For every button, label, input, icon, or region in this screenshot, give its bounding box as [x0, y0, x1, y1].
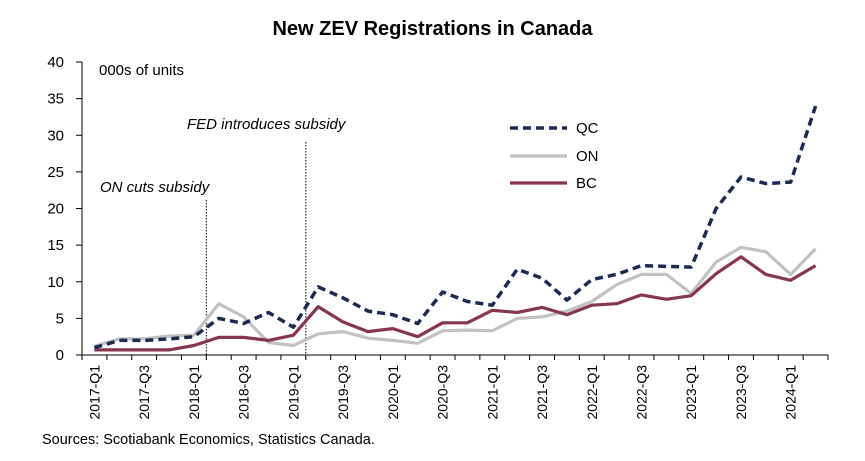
y-tick-label: 35: [47, 91, 64, 108]
y-tick-label: 15: [47, 237, 64, 254]
x-tick-label: 2022-Q1: [584, 365, 600, 420]
x-tick-label: 2017-Q1: [86, 365, 102, 420]
series-line-bc: [94, 255, 817, 352]
x-tick-label: 2020-Q3: [435, 365, 451, 420]
legend: QC ON BC: [510, 120, 599, 192]
y-tick-label: 10: [47, 274, 64, 291]
y-tick-label: 30: [47, 127, 64, 144]
x-tick-label: 2022-Q3: [634, 365, 650, 420]
x-tick-label: 2021-Q1: [484, 365, 500, 420]
y-tick-label: 25: [47, 164, 64, 181]
x-tick-label: 2021-Q3: [534, 365, 550, 420]
annotation-label: FED introduces subsidy: [187, 116, 347, 133]
series-line-qc: [93, 105, 818, 350]
x-tick-label: 2020-Q1: [385, 365, 401, 420]
legend-label-on: ON: [576, 148, 599, 165]
series-line-on: [93, 245, 817, 348]
legend-label-qc: QC: [576, 120, 599, 137]
y-tick-label: 5: [56, 310, 64, 327]
x-tick-label: 2018-Q3: [236, 365, 252, 420]
x-tick-label: 2019-Q3: [335, 365, 351, 420]
annotations: FED introduces subsidy ON cuts subsidy: [100, 116, 347, 355]
y-tick-label: 0: [56, 347, 64, 364]
x-tick-label: 2019-Q1: [285, 365, 301, 420]
source-note: Sources: Scotiabank Economics, Statistic…: [42, 432, 375, 448]
chart-title: New ZEV Registrations in Canada: [272, 18, 593, 40]
legend-label-bc: BC: [576, 175, 597, 192]
unit-note: 000s of units: [99, 62, 184, 79]
x-tick-label: 2023-Q3: [733, 365, 749, 420]
series-lines: [93, 105, 818, 352]
x-tick-label: 2017-Q3: [136, 365, 152, 420]
y-tick-label: 40: [47, 54, 64, 71]
x-tick-label: 2018-Q1: [186, 365, 202, 420]
annotation-label: ON cuts subsidy: [100, 179, 211, 196]
y-tick-label: 20: [47, 201, 64, 218]
x-tick-label: 2024-Q1: [783, 365, 799, 420]
y-axis: 0 5 10 15 20 25 30 35 40: [47, 54, 83, 364]
x-axis: 2017-Q1 2017-Q3 2018-Q1 2018-Q3 2019-Q1 2019-…: [81, 354, 829, 420]
x-tick-label: 2023-Q1: [683, 365, 699, 420]
